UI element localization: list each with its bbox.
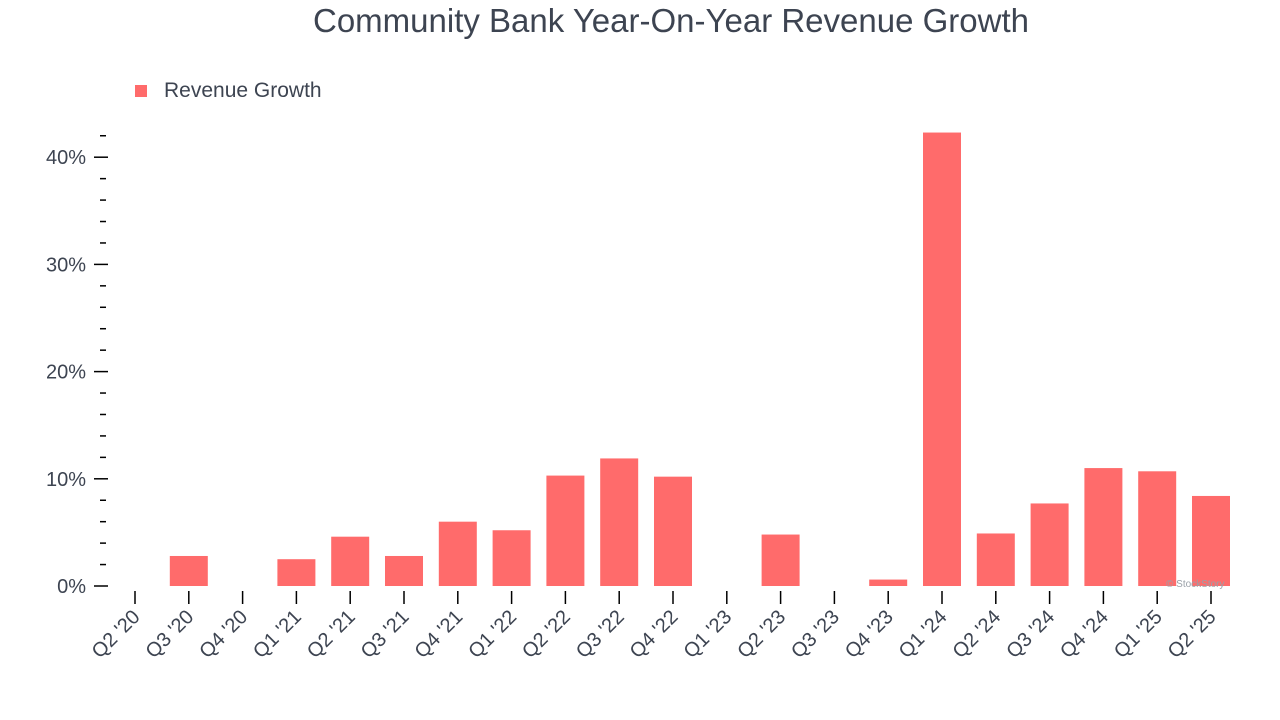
bar — [1030, 503, 1069, 586]
y-tick-label: 20% — [46, 362, 86, 384]
x-tick-label: Q1 '22 — [464, 606, 521, 663]
x-tick-label: Q3 '22 — [572, 606, 629, 663]
bar — [277, 559, 316, 586]
x-tick-label: Q4 '24 — [1056, 606, 1113, 663]
watermark: © StockStory — [1166, 579, 1225, 590]
x-tick-label: Q4 '20 — [195, 606, 252, 663]
bar — [923, 132, 961, 586]
x-tick-label: Q3 '21 — [357, 606, 414, 663]
x-tick-label: Q3 '20 — [142, 606, 199, 663]
x-tick-label: Q2 '23 — [733, 606, 790, 663]
bar — [976, 533, 1015, 586]
x-tick-label: Q3 '23 — [787, 606, 844, 663]
x-tick-label: Q1 '25 — [1110, 606, 1167, 663]
legend-label: Revenue Growth — [164, 79, 322, 102]
bar — [331, 536, 370, 586]
x-tick-label: Q4 '22 — [626, 606, 683, 663]
bar — [438, 521, 477, 586]
x-tick-label: Q1 '23 — [680, 606, 737, 663]
bar — [600, 458, 639, 586]
x-tick-label: Q2 '24 — [949, 606, 1006, 663]
x-tick-label: Q4 '23 — [841, 606, 898, 663]
legend: Revenue Growth — [135, 79, 322, 103]
chart-title: Community Bank Year-On-Year Revenue Grow… — [313, 2, 1029, 39]
bar — [1192, 495, 1230, 586]
x-tick-label: Q3 '24 — [1002, 606, 1059, 663]
bar — [1138, 471, 1177, 586]
legend-swatch — [135, 85, 147, 97]
bar — [1084, 468, 1123, 586]
bar — [761, 534, 800, 586]
x-tick-label: Q2 '20 — [88, 606, 145, 663]
bar — [169, 555, 208, 586]
bar — [492, 530, 531, 586]
y-tick-label: 0% — [57, 576, 86, 598]
x-tick-label: Q2 '22 — [518, 606, 575, 663]
y-tick-label: 30% — [46, 254, 86, 276]
x-tick-label: Q2 '21 — [303, 606, 360, 663]
bar — [869, 579, 908, 586]
y-tick-label: 10% — [46, 469, 86, 491]
x-tick-label: Q1 '24 — [895, 606, 952, 663]
x-tick-label: Q1 '21 — [249, 606, 306, 663]
bar — [654, 476, 692, 586]
bar — [546, 475, 585, 586]
x-tick-label: Q4 '21 — [411, 606, 468, 663]
x-tick-label: Q2 '25 — [1164, 606, 1221, 663]
y-tick-label: 40% — [46, 147, 86, 169]
bar — [385, 555, 423, 586]
